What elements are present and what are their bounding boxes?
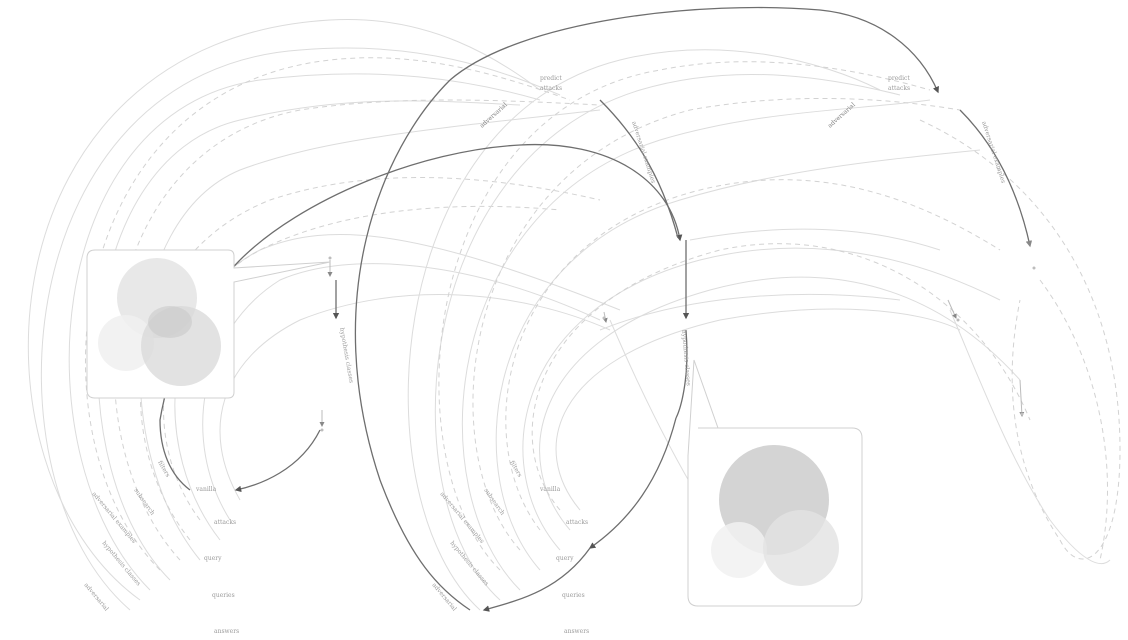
- leaf-label: query: [556, 555, 574, 562]
- labels-right-top: predict attacks: [888, 75, 910, 92]
- leaf-label: vanilla: [195, 486, 217, 493]
- node-label: attacks: [540, 85, 562, 92]
- venn-overlap: [148, 306, 192, 338]
- dark-paths: [159, 6, 1033, 612]
- edge-label: hypothesis classes: [680, 330, 692, 387]
- node-dot: [1032, 266, 1036, 270]
- callout-right: [687, 359, 863, 607]
- labels-left-top: predict attacks: [540, 75, 562, 92]
- node-dot: [956, 318, 960, 322]
- node-label: attacks: [888, 85, 910, 92]
- labels-right-leaves: vanilla attacks query queries answers: [539, 486, 589, 635]
- leaf-label: vanilla: [539, 486, 561, 493]
- edge-label: adversarial: [827, 101, 857, 129]
- leaf-label: attacks: [214, 519, 236, 526]
- edge-label: hypothesis classes: [338, 327, 355, 384]
- leaf-label: query: [204, 555, 222, 562]
- branch-label: hypothesis classes: [100, 540, 141, 588]
- branch-label: subsearch: [482, 487, 506, 517]
- edge-label: adversarial examples: [630, 120, 657, 184]
- venn-circle-c: [763, 510, 839, 586]
- node-dot: [1020, 412, 1024, 416]
- labels-left-leaves: vanilla attacks query queries answers: [195, 486, 239, 635]
- dashed-arcs-right: [438, 61, 1121, 571]
- branch-label: adversarial examples: [438, 491, 485, 545]
- venn-circle-b: [711, 522, 767, 578]
- leaf-label: answers: [564, 628, 589, 635]
- callout-left: [86, 249, 331, 399]
- node-dots: [320, 256, 1036, 432]
- leaf-label: queries: [212, 592, 235, 599]
- leaf-label: attacks: [566, 519, 588, 526]
- faint-arcs-right: [407, 49, 1021, 611]
- edge-label: adversarial examples: [980, 120, 1007, 184]
- branch-label: adversarial examples: [90, 491, 137, 545]
- branch-label: subsearch: [132, 487, 156, 517]
- node-label: predict: [888, 75, 910, 82]
- dashed-arcs-left: [84, 57, 601, 571]
- edge-labels: adversarial adversarial adversarial exam…: [338, 101, 1007, 386]
- small-arrows: [319, 260, 1025, 427]
- branch-label: filters: [508, 460, 523, 479]
- faint-arcs-left: [27, 18, 621, 611]
- node-dot: [328, 256, 332, 260]
- edge-label: adversarial: [479, 101, 509, 129]
- branch-label: filters: [156, 460, 171, 479]
- leaf-label: answers: [214, 628, 239, 635]
- node-dot: [602, 316, 606, 320]
- node-dot: [320, 428, 324, 432]
- node-label: predict: [540, 75, 562, 82]
- branch-label: adversarial: [82, 582, 109, 613]
- leaf-label: queries: [562, 592, 585, 599]
- venn-circle-b: [98, 315, 154, 371]
